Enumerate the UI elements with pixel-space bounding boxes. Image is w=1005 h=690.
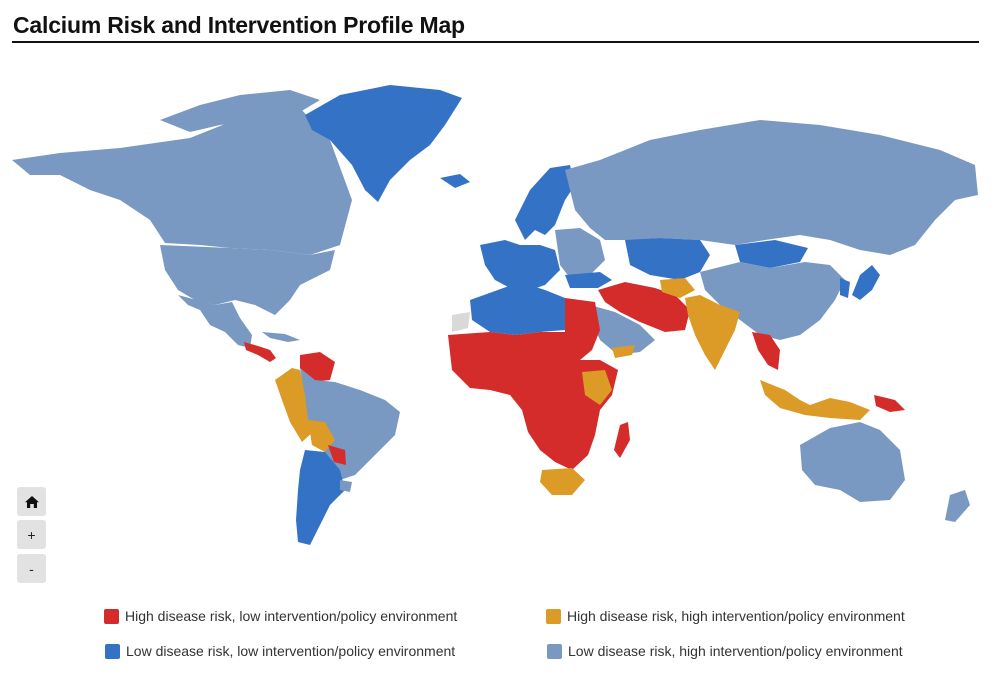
title-underline [12,41,979,43]
region-afghanistan[interactable] [660,278,695,298]
legend-item: High disease risk, low intervention/poli… [104,608,457,624]
region-venezuela[interactable] [300,352,335,382]
region-australia[interactable] [800,422,905,502]
region-new-zealand[interactable] [945,490,970,522]
region-sub-saharan-red[interactable] [448,332,618,470]
zoom-out-button[interactable]: - [17,554,46,583]
zoom-in-button[interactable]: + [17,520,46,549]
region-scandinavia[interactable] [515,165,575,240]
region-east-africa[interactable] [582,370,612,405]
region-east-asia-blue[interactable] [840,265,880,300]
region-north-africa[interactable] [470,282,565,335]
region-maritime-sea[interactable] [760,380,870,420]
region-caribbean[interactable] [262,332,300,342]
region-russia[interactable] [565,120,978,255]
home-icon [24,495,39,508]
region-madagascar[interactable] [614,422,630,458]
legend: High disease risk, low intervention/poli… [0,600,1005,670]
region-south-africa[interactable] [540,468,585,495]
legend-swatch-low-high [547,643,562,659]
region-eastern-europe[interactable] [555,228,605,278]
region-andes-north[interactable] [275,368,315,442]
region-mongolia[interactable] [735,240,808,268]
legend-item: High disease risk, high intervention/pol… [546,608,905,624]
region-arctic-islands[interactable] [160,90,320,132]
legend-item: Low disease risk, high intervention/poli… [547,643,903,659]
region-north-america-north[interactable] [12,108,352,255]
legend-item: Low disease risk, low intervention/polic… [105,643,455,659]
region-central-asia[interactable] [625,238,710,280]
region-arabia[interactable] [590,305,655,355]
region-greenland[interactable] [305,85,462,202]
legend-swatch-high-high [546,608,561,624]
region-iceland[interactable] [440,174,470,188]
region-turkey[interactable] [565,272,612,288]
region-mexico[interactable] [178,295,252,348]
legend-swatch-high-low [104,608,119,624]
region-central-america[interactable] [244,342,276,362]
region-bolivia[interactable] [308,420,335,452]
region-paraguay[interactable] [328,445,346,465]
region-yemen[interactable] [612,345,635,358]
region-egypt-sahel[interactable] [565,298,600,360]
home-button[interactable] [17,487,46,516]
legend-label: Low disease risk, high intervention/poli… [568,643,903,659]
region-china[interactable] [700,262,845,340]
region-middle-east-red[interactable] [598,282,690,332]
legend-label: High disease risk, low intervention/poli… [125,608,458,624]
page-title: Calcium Risk and Intervention Profile Ma… [13,12,465,38]
legend-label: High disease risk, high intervention/pol… [567,608,905,624]
region-western-europe[interactable] [480,240,560,290]
region-no-data[interactable] [452,312,470,332]
region-southern-cone[interactable] [296,450,345,545]
region-india[interactable] [685,295,740,370]
region-usa[interactable] [160,245,335,315]
region-se-asia[interactable] [752,332,780,370]
legend-label: Low disease risk, low intervention/polic… [126,643,456,659]
world-map[interactable] [0,50,1005,560]
region-png[interactable] [874,395,905,412]
legend-swatch-low-low [105,643,120,659]
region-uruguay[interactable] [340,480,352,492]
